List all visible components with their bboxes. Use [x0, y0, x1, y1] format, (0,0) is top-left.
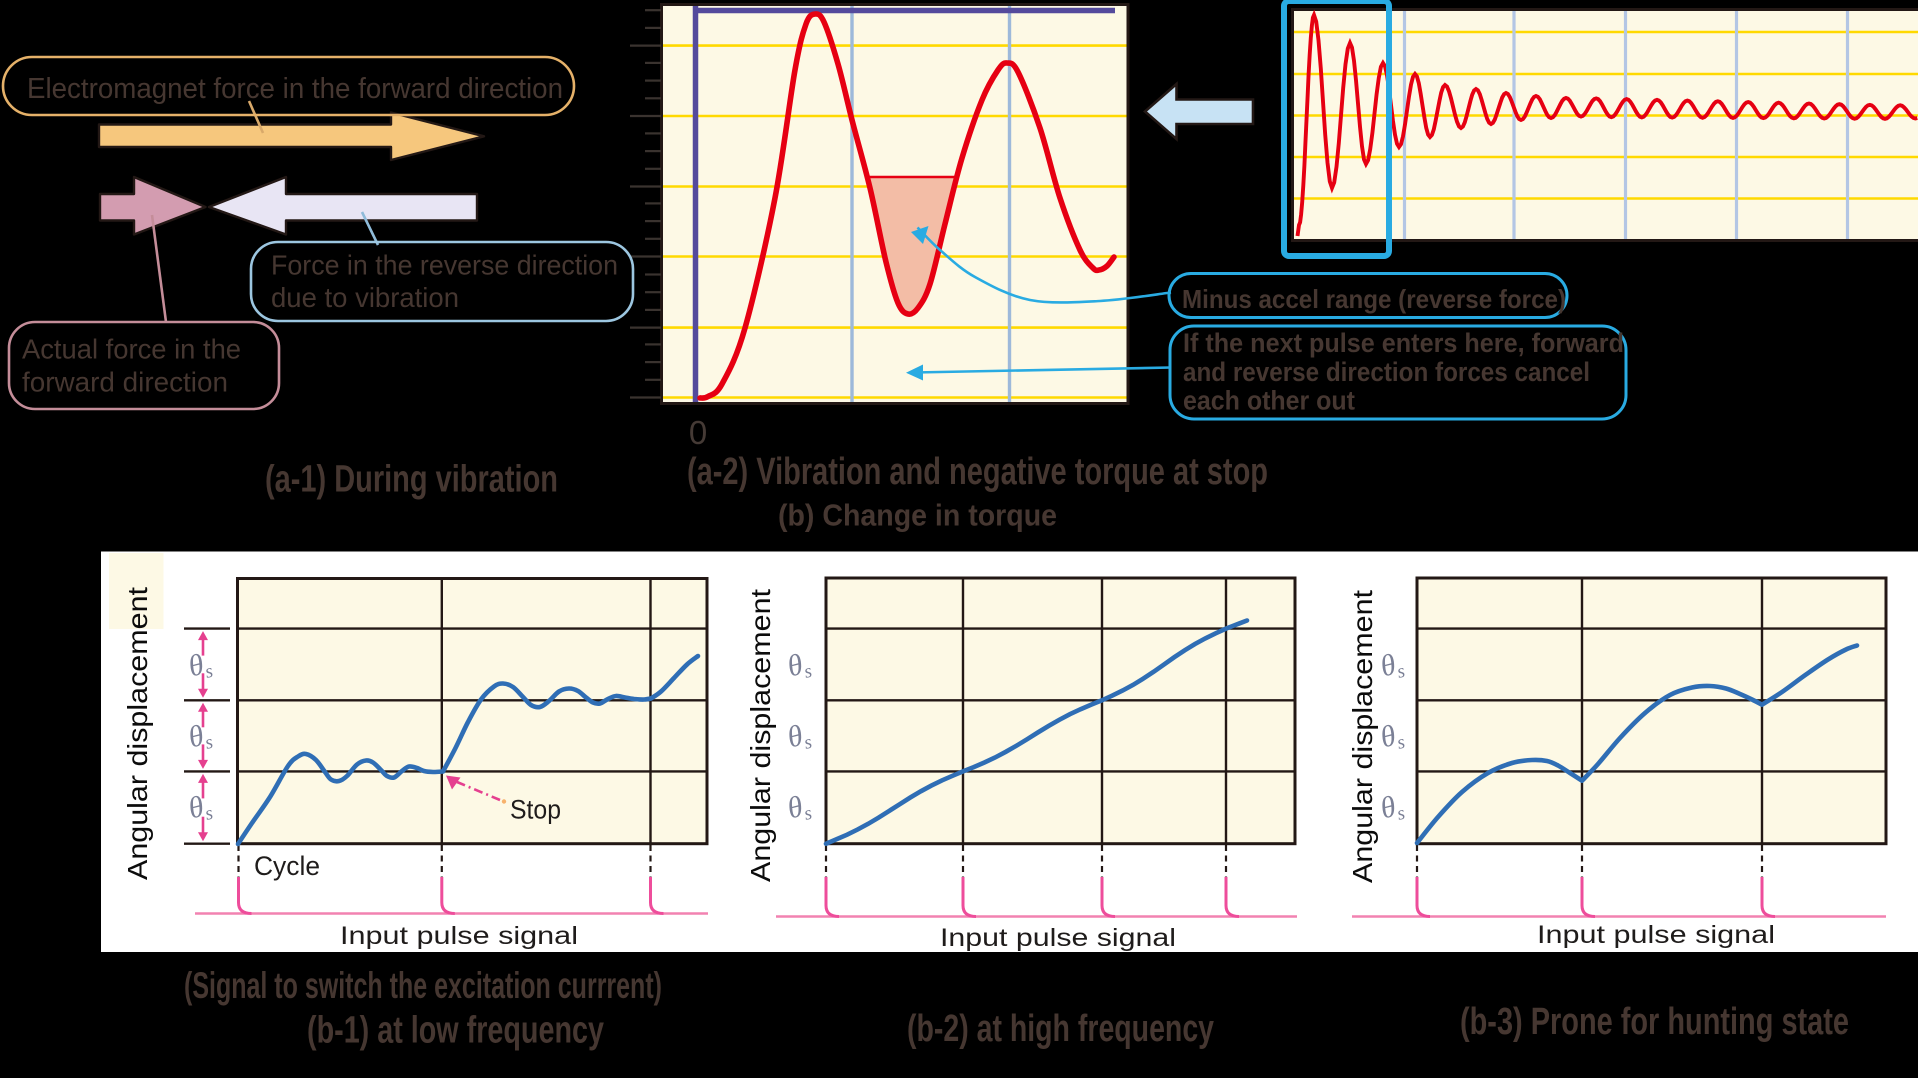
svg-text:due to vibration: due to vibration — [271, 282, 459, 313]
svg-text:(a-1) During vibration: (a-1) During vibration — [265, 459, 558, 501]
svg-text:Force in the reverse direction: Force in the reverse direction — [271, 250, 618, 281]
svg-text:Cycle: Cycle — [254, 851, 320, 881]
svg-text:(Signal to switch the excitati: (Signal to switch the excitation currren… — [184, 965, 662, 1006]
svg-text:0: 0 — [689, 414, 707, 451]
svg-text:Angular displacement: Angular displacement — [745, 589, 776, 882]
svg-text:If the next pulse enters here,: If the next pulse enters here, forward — [1183, 328, 1624, 358]
svg-text:(b) Change in torque: (b) Change in torque — [778, 499, 1057, 533]
svg-text:and reverse direction forces c: and reverse direction forces cancel — [1183, 357, 1590, 387]
svg-text:(b-2) at high frequency: (b-2) at high frequency — [907, 1008, 1214, 1050]
svg-text:Actual force in the: Actual force in the — [22, 334, 241, 365]
svg-text:forward direction: forward direction — [22, 367, 228, 398]
svg-text:(b-1) at low frequency: (b-1) at low frequency — [307, 1010, 604, 1052]
svg-text:Stop: Stop — [510, 795, 561, 825]
svg-text:Input pulse signal: Input pulse signal — [940, 924, 1176, 952]
svg-text:Electromagnet force in the for: Electromagnet force in the forward direc… — [27, 73, 563, 105]
svg-text:Angular displacement: Angular displacement — [1347, 590, 1378, 883]
svg-text:each other out: each other out — [1183, 386, 1355, 416]
svg-text:Minus accel range (reverse for: Minus accel range (reverse force) — [1182, 284, 1566, 314]
svg-text:Input pulse signal: Input pulse signal — [1537, 921, 1775, 949]
svg-text:(b-3) Prone for hunting state: (b-3) Prone for hunting state — [1460, 1001, 1849, 1043]
svg-text:Angular displacement: Angular displacement — [122, 587, 153, 880]
svg-text:(a-2) Vibration and negative t: (a-2) Vibration and negative torque at s… — [687, 451, 1268, 493]
svg-text:Input pulse signal: Input pulse signal — [340, 922, 578, 950]
